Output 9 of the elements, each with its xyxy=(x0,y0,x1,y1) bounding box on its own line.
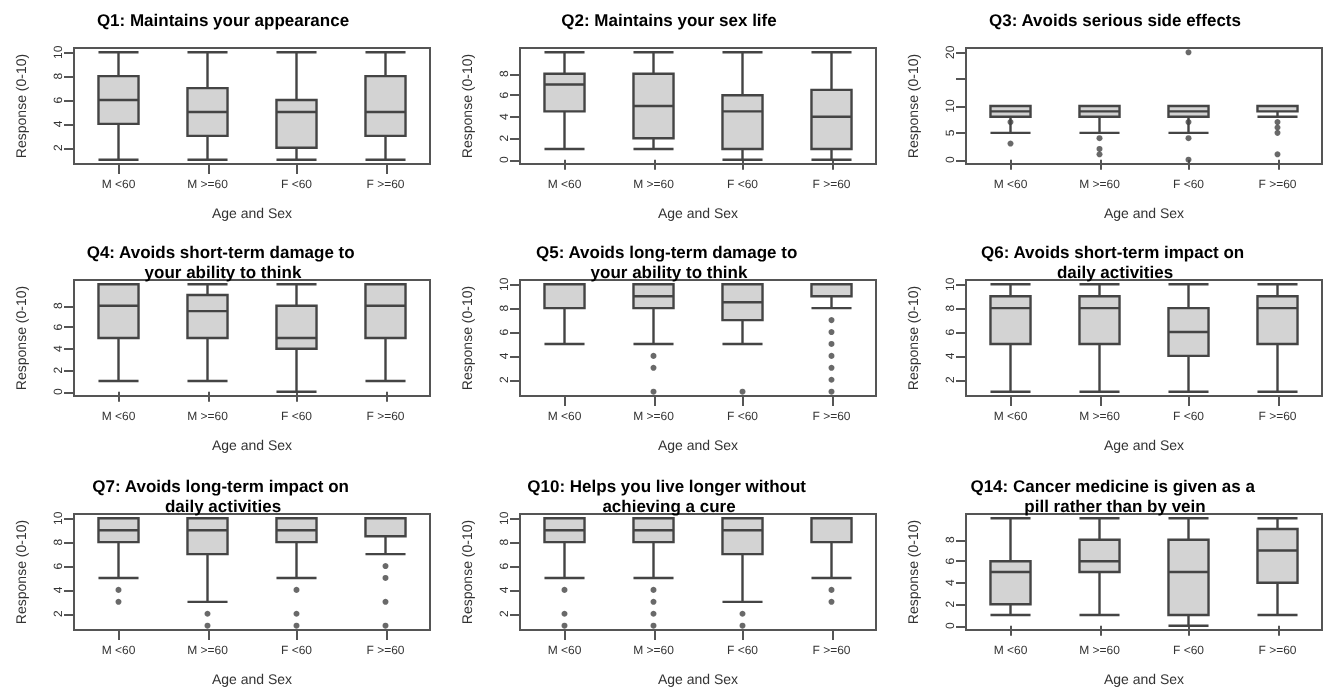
chart-title: Q10: Helps you live longer without achieving a cure xyxy=(527,475,811,516)
chart-title: Q7: Avoids long-term impact on daily activities xyxy=(92,475,354,516)
chart-title: Q2: Maintains your sex life xyxy=(561,10,778,30)
chart-title: Q14: Cancer medicine is given as a pill rather than by vein xyxy=(970,475,1260,516)
chart-title: Q3: Avoids serious side effects xyxy=(989,10,1242,30)
chart-title: Q4: Avoids short-term damage to your ability to think xyxy=(86,242,360,283)
chart-title: Q5: Avoids long-term damage to your ability to think xyxy=(535,242,803,283)
chart-title: Q1: Maintains your appearance xyxy=(96,10,350,30)
chart-title: Q6: Avoids short-term impact on daily activities xyxy=(981,242,1249,283)
